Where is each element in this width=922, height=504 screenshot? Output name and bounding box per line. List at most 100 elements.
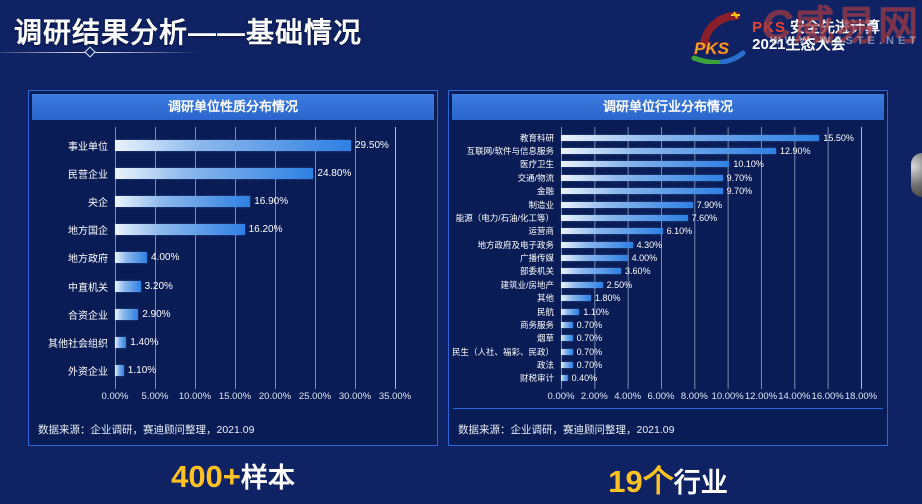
value-label: 9.70% [726, 186, 753, 197]
value-label: 4.30% [636, 239, 663, 250]
value-label: 1.10% [127, 365, 157, 377]
bar-track: 0.70% [561, 358, 861, 371]
bar-track: 1.10% [561, 305, 861, 318]
bar [561, 148, 776, 155]
chart-row: 互联网/软件与信息服务 12.90% [449, 144, 887, 157]
pks-brand-text: PKS [752, 19, 786, 36]
bar [115, 365, 124, 377]
bar-track: 4.00% [561, 251, 861, 264]
value-label: 12.90% [780, 146, 811, 157]
category-label: 地方政府及电子政务 [477, 239, 554, 250]
category-label: 金融 [536, 186, 554, 197]
bar [561, 375, 568, 382]
x-tick-label: 4.00% [614, 391, 642, 402]
bar-track: 16.20% [115, 216, 395, 244]
bar [561, 308, 580, 315]
bar-track: 0.70% [561, 345, 861, 358]
value-label: 29.50% [355, 139, 389, 151]
bar [561, 335, 573, 342]
chart-row: 部委机关 3.60% [449, 265, 887, 278]
value-label: 16.20% [248, 224, 283, 236]
data-source-note: 数据来源：企业调研，赛迪顾问整理，2021.09 [38, 424, 255, 436]
chart-row: 外资企业 1.10% [29, 357, 437, 385]
chart-title-industry: 调研单位行业分布情况 [452, 94, 884, 120]
bar-track: 0.40% [561, 372, 861, 385]
chart-row: 中直机关 3.20% [29, 272, 437, 300]
bar [115, 337, 127, 349]
chart-row: 政法 0.70% [449, 358, 887, 371]
bar-track: 29.50% [115, 131, 395, 159]
value-label: 7.60% [691, 212, 718, 223]
bar-track: 15.50% [561, 131, 861, 144]
x-tick-label: 35.00% [378, 391, 412, 402]
x-tick-label: 25.00% [298, 391, 332, 402]
bar [561, 241, 633, 248]
x-tick-label: 15.00% [218, 391, 252, 402]
category-label: 地方国企 [68, 226, 108, 238]
chart-row: 广播传媒 4.00% [449, 251, 887, 264]
bar-track: 6.10% [561, 225, 861, 238]
value-label: 1.10% [583, 306, 609, 317]
x-tick-label: 2.00% [580, 391, 608, 402]
chart-row: 能源（电力/石油/化工等） 7.60% [449, 211, 887, 224]
category-label: 建筑业/房地产 [500, 279, 554, 290]
bar-track: 24.80% [115, 159, 395, 187]
value-label: 16.90% [254, 196, 289, 208]
bar-track: 0.70% [561, 318, 861, 331]
value-label: 0.70% [576, 360, 603, 371]
value-label: 15.50% [823, 132, 854, 143]
bar [561, 295, 591, 302]
category-label: 民航 [536, 306, 554, 317]
category-label: 能源（电力/石油/化工等） [455, 212, 554, 223]
category-label: 教育科研 [519, 132, 554, 143]
value-label: 0.70% [576, 333, 603, 344]
category-label: 烟草 [536, 333, 554, 344]
value-label: 24.80% [317, 167, 352, 179]
category-label: 交通/物流 [517, 172, 554, 183]
chart-row: 民生（人社、福彩、民政） 0.70% [449, 345, 887, 358]
pks-slogan-text: 安全先进计算 [789, 19, 880, 36]
panel-separator-line [453, 408, 883, 409]
category-label: 合资企业 [68, 310, 108, 322]
value-label: 4.00% [151, 252, 180, 264]
category-label: 运营商 [528, 226, 554, 237]
value-label: 2.90% [142, 308, 171, 320]
value-label: 1.80% [595, 293, 621, 304]
bar-track: 4.30% [561, 238, 861, 251]
x-tick-label: 10.00% [178, 391, 212, 402]
chart-row: 烟草 0.70% [449, 332, 887, 345]
bar [561, 134, 820, 141]
x-tick-label: 30.00% [338, 391, 372, 402]
chart-row: 财税审计 0.40% [449, 372, 887, 385]
chart-row: 地方政府及电子政务 4.30% [449, 238, 887, 251]
category-label: 事业单位 [68, 141, 108, 153]
x-tick-label: 16.00% [811, 391, 844, 402]
chart-row: 地方国企 16.20% [29, 216, 437, 244]
bar-track: 1.10% [115, 357, 395, 385]
chart-row: 其他社会组织 1.40% [29, 329, 437, 357]
bar [115, 139, 351, 151]
value-label: 0.70% [576, 319, 603, 330]
value-label: 6.10% [666, 226, 693, 237]
category-label: 商务服务 [519, 319, 554, 330]
side-sphere-decoration [911, 153, 922, 197]
bar-track: 1.40% [115, 329, 395, 357]
chart-panel-industry: 调研单位行业分布情况 教育科研 15.50% 互联网/软件与信息服务 12.90% 医疗… [448, 90, 888, 446]
bar [561, 188, 723, 195]
x-tick-label: 20.00% [258, 391, 292, 402]
svg-text:PKS: PKS [694, 39, 730, 58]
chart-row: 教育科研 15.50% [449, 131, 887, 144]
page-title: 调研结果分析——基础情况 [14, 17, 363, 48]
samples-number: 400+ [171, 459, 241, 494]
value-label: 3.20% [144, 280, 173, 292]
x-tick-label: 8.00% [680, 391, 708, 402]
chart-row: 运营商 6.10% [449, 225, 887, 238]
chart-row: 合资企业 2.90% [29, 300, 437, 328]
value-label: 1.40% [130, 337, 159, 349]
bar-track: 9.70% [561, 171, 861, 184]
bar [561, 214, 688, 221]
chart-panel-unit-nature: 调研单位性质分布情况 事业单位 29.50% 民营企业 24.80% 央企 16.90% 地… [28, 90, 438, 446]
pks-logo-text: PKS 安全先进计算 2021生态大会 [752, 19, 880, 53]
chart-row: 金融 9.70% [449, 185, 887, 198]
category-label: 制造业 [528, 199, 554, 210]
